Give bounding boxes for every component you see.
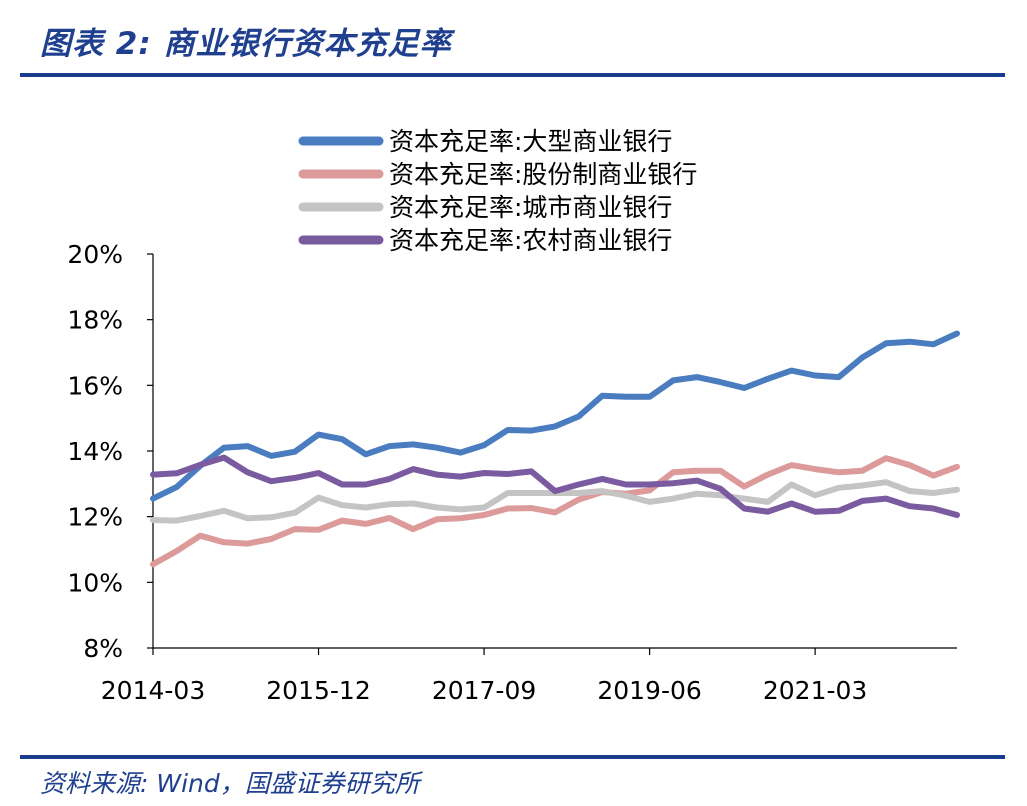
y-tick-label: 10%: [67, 568, 123, 597]
series-lines: [150, 330, 960, 568]
series-line-1: [150, 330, 960, 502]
x-tick-label: 2021-03: [763, 676, 867, 705]
legend-entry-2: 资本充足率:股份制商业银行: [298, 160, 697, 189]
source-note: 资料来源: Wind，国盛证券研究所: [40, 769, 420, 798]
header-divider: [20, 73, 1005, 77]
legend-entry-1: 资本充足率:大型商业银行: [298, 127, 672, 156]
legend-label: 资本充足率:城市商业银行: [389, 193, 672, 222]
footer-divider: [20, 755, 1005, 759]
legend: 资本充足率:大型商业银行资本充足率:股份制商业银行资本充足率:城市商业银行资本充…: [298, 127, 697, 255]
series-line-4: [150, 454, 960, 518]
legend-entry-4: 资本充足率:农村商业银行: [298, 226, 672, 255]
y-tick-label: 8%: [83, 634, 123, 663]
y-tick-label: 18%: [67, 306, 123, 335]
axes: 8% 10% 12% 14% 16% 18% 20% 2014-03 2015-12 2017-0…: [67, 240, 957, 705]
x-tick-label: 2017-09: [432, 676, 536, 705]
x-tick-label: 2015-12: [266, 676, 370, 705]
legend-label: 资本充足率:农村商业银行: [389, 226, 672, 255]
page-title: 图表 2: 商业银行资本充足率: [40, 26, 452, 62]
y-tick-label: 16%: [67, 371, 123, 400]
legend-entry-3: 资本充足率:城市商业银行: [298, 193, 672, 222]
y-tick-label: 14%: [67, 437, 123, 466]
series-line-2: [150, 455, 960, 568]
legend-label: 资本充足率:股份制商业银行: [389, 160, 697, 189]
x-tick-label: 2014-03: [101, 676, 205, 705]
legend-label: 资本充足率:大型商业银行: [389, 127, 672, 156]
y-tick-label: 20%: [67, 240, 123, 269]
x-tick-label: 2019-06: [597, 676, 701, 705]
y-tick-label: 12%: [67, 503, 123, 532]
